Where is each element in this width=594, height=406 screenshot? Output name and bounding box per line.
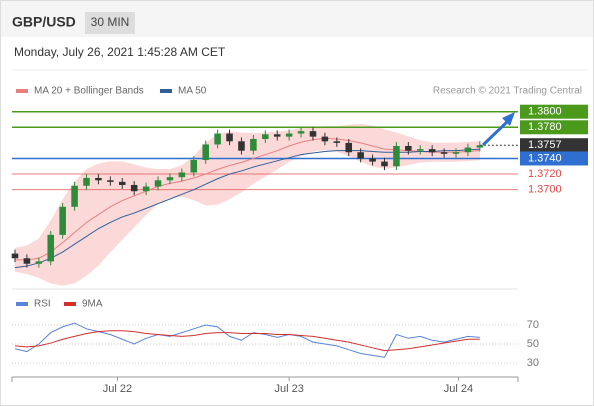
level-label: 1.3720	[528, 168, 562, 180]
candle-body	[393, 145, 400, 167]
candle-body	[107, 180, 114, 182]
x-tick-label: Jul 22	[103, 383, 132, 395]
candle-body	[190, 160, 198, 173]
bollinger-band	[122, 161, 135, 241]
candle-body	[273, 134, 281, 137]
candle-body	[238, 141, 245, 151]
candle-body	[23, 258, 31, 264]
candle-body	[333, 141, 341, 143]
bollinger-band	[110, 161, 123, 253]
candle-body	[464, 147, 472, 153]
level-badge	[520, 138, 588, 153]
candle-body	[226, 133, 233, 142]
ma-line	[14, 148, 480, 269]
level-label: 1.3780	[528, 121, 562, 133]
credit: Research © 2021 Trading Central	[433, 86, 582, 97]
candle-body	[357, 152, 364, 159]
symbol: GBP/USD	[12, 14, 76, 30]
level-label: 1.3757	[528, 139, 562, 151]
candle-body	[154, 180, 162, 187]
rsi-panel: 30 50 70 Jul 22 Jul 23 Jul 24 RSI 9MA	[12, 299, 539, 395]
candle-body	[416, 149, 424, 151]
candle-body	[59, 206, 66, 235]
legend-label: 9MA	[82, 299, 103, 310]
candle-body	[95, 177, 102, 181]
candle-body	[262, 134, 269, 139]
legend-label: RSI	[34, 299, 51, 310]
candle-body	[47, 234, 55, 262]
legend-swatch	[16, 302, 28, 306]
candle-body	[440, 152, 448, 154]
interval-badge[interactable]	[85, 12, 135, 34]
level-label: 1.3700	[528, 184, 562, 196]
legend-label: MA 50	[178, 86, 207, 97]
x-tick-label: Jul 24	[444, 383, 473, 395]
candle-body	[11, 253, 19, 259]
legend-swatch	[160, 89, 172, 93]
interval[interactable]: 30 MIN	[91, 15, 130, 29]
legend-swatch	[16, 89, 28, 93]
x-tick-label: Jul 23	[274, 383, 303, 395]
candle-body	[130, 184, 138, 192]
candle-body	[178, 172, 186, 178]
timestamp: Monday, July 26, 2021 1:45:28 AM CET	[14, 45, 226, 59]
candle-body	[405, 145, 412, 151]
legend-label: MA 20 + Bollinger Bands	[34, 86, 144, 97]
candle-body	[297, 131, 305, 134]
candle-body	[321, 136, 329, 142]
level-badge	[520, 151, 588, 166]
level-badge	[520, 120, 588, 135]
candle-body	[35, 261, 43, 264]
candle-body	[83, 177, 90, 186]
level-label: 1.3800	[528, 106, 562, 118]
rsi-line	[14, 322, 480, 358]
candle-body	[428, 149, 436, 153]
y-tick-label: 30	[527, 357, 539, 369]
rsi-line	[14, 330, 480, 352]
candle-body	[285, 133, 293, 137]
candle-body	[369, 158, 376, 162]
ma-line	[14, 137, 480, 261]
level-label: 1.3740	[528, 152, 562, 164]
candle-body	[202, 144, 209, 161]
candle-body	[214, 133, 221, 145]
candle-body	[250, 138, 257, 151]
trend-arrow	[481, 112, 515, 147]
y-tick-label: 70	[527, 319, 539, 331]
candle-body	[142, 186, 150, 192]
candle-body	[452, 152, 460, 154]
candle-body	[476, 145, 484, 148]
candle-body	[381, 161, 388, 167]
candle-body	[166, 177, 174, 181]
y-tick-label: 50	[527, 338, 539, 350]
level-badge	[520, 104, 588, 119]
candle-body	[345, 142, 353, 153]
candle-body	[309, 131, 317, 137]
candle-body	[118, 181, 126, 185]
candle-body	[71, 185, 78, 207]
legend-swatch	[64, 302, 76, 306]
